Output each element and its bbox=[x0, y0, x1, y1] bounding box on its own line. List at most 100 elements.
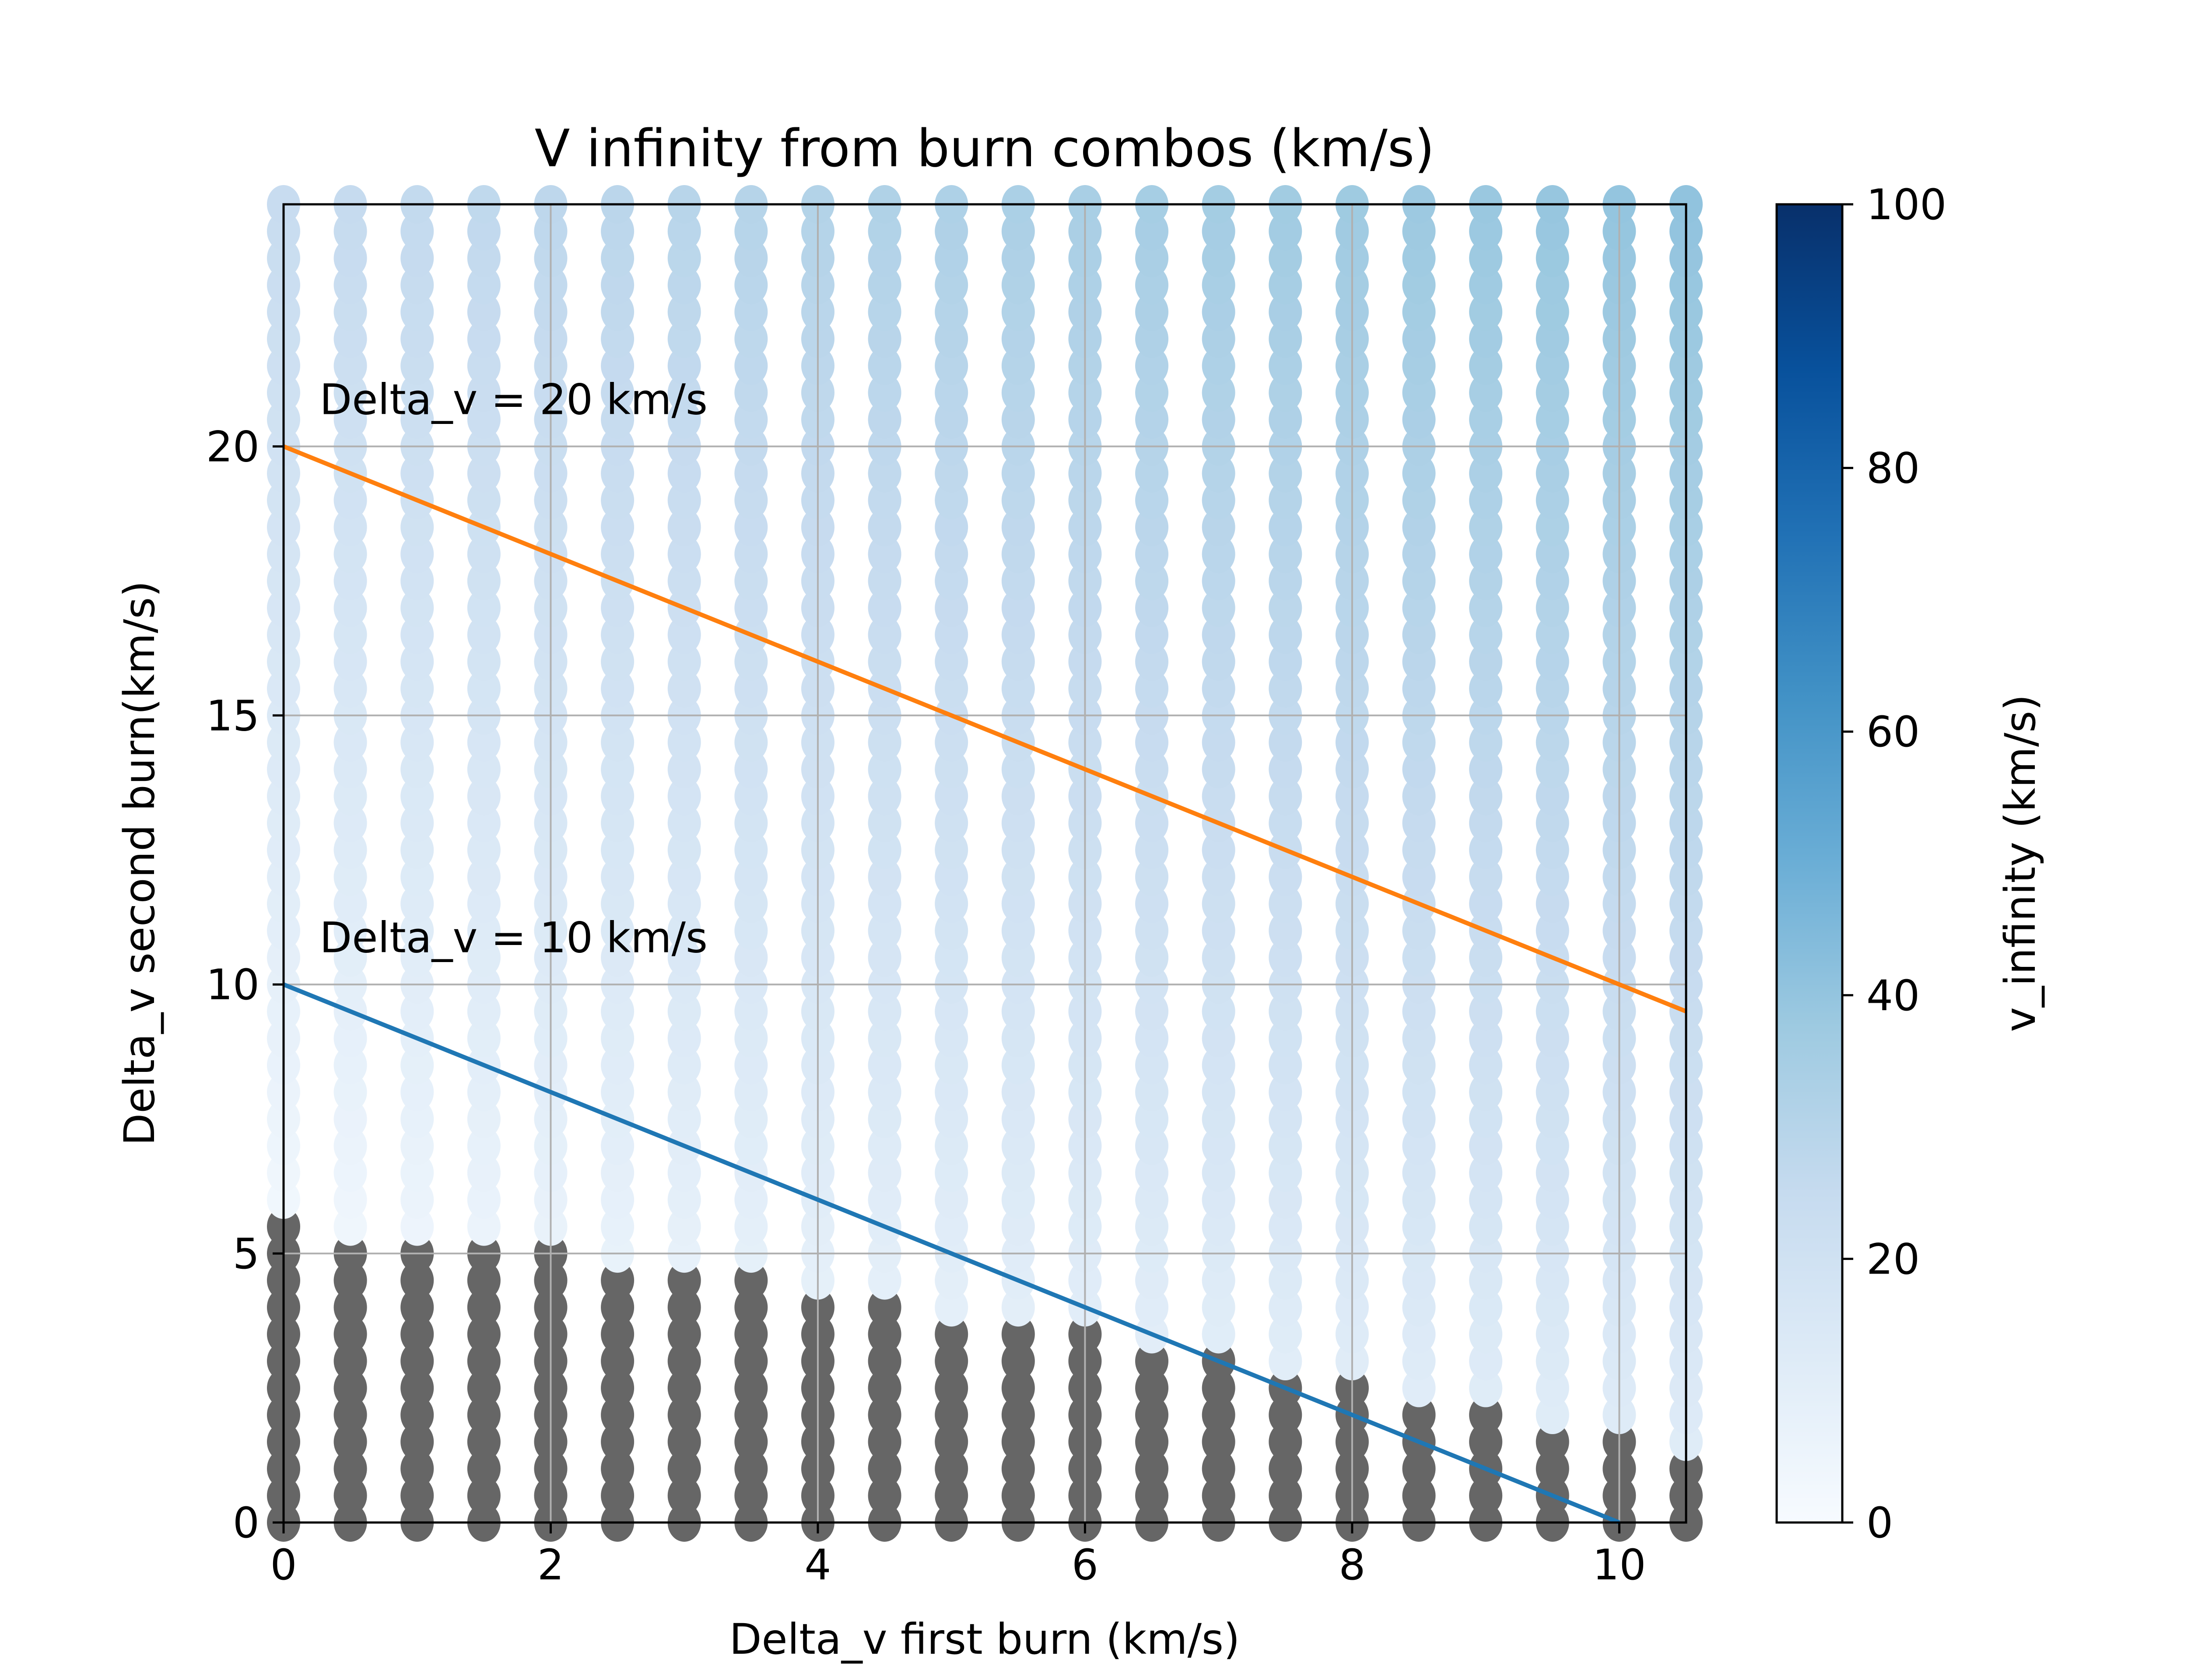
scatter-point bbox=[1469, 454, 1503, 493]
scatter-point bbox=[1469, 1019, 1503, 1058]
scatter-point bbox=[1402, 1180, 1436, 1219]
scatter-point bbox=[868, 1342, 901, 1381]
scatter-point bbox=[868, 319, 901, 358]
scatter-point bbox=[601, 238, 635, 277]
scatter-point bbox=[467, 212, 501, 251]
scatter-point bbox=[1402, 1261, 1436, 1300]
scatter-point bbox=[1469, 830, 1503, 869]
scatter-point bbox=[601, 454, 635, 493]
scatter-point bbox=[935, 346, 968, 385]
scatter-point bbox=[734, 750, 768, 789]
scatter-point bbox=[868, 588, 901, 627]
scatter-point bbox=[868, 1288, 901, 1327]
scatter-point bbox=[1001, 642, 1035, 681]
scatter-point bbox=[333, 588, 367, 627]
scatter-point bbox=[868, 1422, 901, 1461]
scatter-point bbox=[1402, 615, 1436, 654]
scatter-point bbox=[400, 292, 434, 331]
scatter-point bbox=[400, 858, 434, 896]
scatter-point bbox=[667, 884, 701, 923]
scatter-point bbox=[667, 830, 701, 869]
scatter-point bbox=[1135, 858, 1169, 896]
scatter-point bbox=[1402, 561, 1436, 600]
scatter-point bbox=[1202, 884, 1235, 923]
scatter-point bbox=[467, 723, 501, 762]
scatter-point bbox=[667, 1342, 701, 1381]
x-tick-label: 2 bbox=[537, 1540, 564, 1589]
scatter-point bbox=[467, 777, 501, 816]
scatter-point bbox=[1001, 346, 1035, 385]
scatter-point bbox=[1001, 858, 1035, 896]
scatter-point bbox=[1536, 212, 1569, 251]
scatter-point bbox=[1001, 1396, 1035, 1435]
scatter-point bbox=[1469, 1207, 1503, 1246]
scatter-point bbox=[734, 1449, 768, 1488]
scatter-point bbox=[601, 346, 635, 385]
scatter-point bbox=[1269, 238, 1302, 277]
scatter-point bbox=[1269, 1019, 1302, 1058]
reference-line bbox=[283, 982, 1620, 1525]
scatter-point bbox=[1001, 830, 1035, 869]
scatter-point bbox=[1269, 1422, 1302, 1461]
scatter-point bbox=[1469, 588, 1503, 627]
scatter-point bbox=[1135, 588, 1169, 627]
scatter-point bbox=[601, 292, 635, 331]
scatter-point bbox=[1469, 1073, 1503, 1112]
scatter-point bbox=[400, 319, 434, 358]
scatter-point bbox=[868, 642, 901, 681]
scatter-point bbox=[734, 642, 768, 681]
scatter-point bbox=[400, 1261, 434, 1300]
scatter-point bbox=[601, 992, 635, 1031]
scatter-point bbox=[601, 1261, 635, 1300]
scatter-point bbox=[1135, 911, 1169, 950]
scatter-point bbox=[400, 561, 434, 600]
scatter-point bbox=[601, 804, 635, 843]
scatter-point bbox=[1402, 373, 1436, 412]
scatter-point bbox=[601, 723, 635, 762]
scatter-point bbox=[400, 1449, 434, 1488]
scatter-point bbox=[1202, 319, 1235, 358]
scatter-point bbox=[1269, 346, 1302, 385]
scatter-point bbox=[1469, 1153, 1503, 1192]
scatter-point bbox=[1469, 1261, 1503, 1300]
scatter-point bbox=[667, 292, 701, 331]
scatter-point bbox=[1001, 804, 1035, 843]
scatter-point bbox=[1001, 992, 1035, 1031]
scatter-point bbox=[1536, 481, 1569, 520]
scatter-point bbox=[1001, 481, 1035, 520]
scatter-point bbox=[467, 642, 501, 681]
scatter-point bbox=[1001, 400, 1035, 439]
scatter-point bbox=[333, 1476, 367, 1515]
scatter-point bbox=[1402, 346, 1436, 385]
scatter-point bbox=[1402, 1127, 1436, 1166]
scatter-point bbox=[1001, 938, 1035, 977]
scatter-point bbox=[1269, 858, 1302, 896]
scatter-point bbox=[1536, 642, 1569, 681]
scatter-point bbox=[1001, 1449, 1035, 1488]
scatter-point bbox=[1536, 454, 1569, 493]
scatter-point bbox=[400, 777, 434, 816]
scatter-point bbox=[1536, 1396, 1569, 1435]
scatter-point bbox=[333, 830, 367, 869]
scatter-point bbox=[1402, 1342, 1436, 1381]
scatter-point bbox=[935, 481, 968, 520]
scatter-point bbox=[467, 481, 501, 520]
scatter-point bbox=[1135, 1342, 1169, 1381]
scatter-point bbox=[1469, 1315, 1503, 1354]
scatter-point bbox=[1402, 1368, 1436, 1407]
scatter-point bbox=[1202, 1099, 1235, 1138]
scatter-point bbox=[1469, 1127, 1503, 1166]
scatter-point bbox=[467, 238, 501, 277]
scatter-point bbox=[868, 1449, 901, 1488]
scatter-point bbox=[333, 669, 367, 708]
scatter-point bbox=[667, 373, 701, 412]
scatter-point bbox=[601, 212, 635, 251]
scatter-point bbox=[935, 1368, 968, 1407]
scatter-point bbox=[467, 1422, 501, 1461]
scatter-point bbox=[400, 1099, 434, 1138]
scatter-point bbox=[868, 454, 901, 493]
scatter-point bbox=[400, 1342, 434, 1381]
scatter-point bbox=[1402, 1099, 1436, 1138]
scatter-point bbox=[1202, 588, 1235, 627]
scatter-point bbox=[1269, 1046, 1302, 1085]
